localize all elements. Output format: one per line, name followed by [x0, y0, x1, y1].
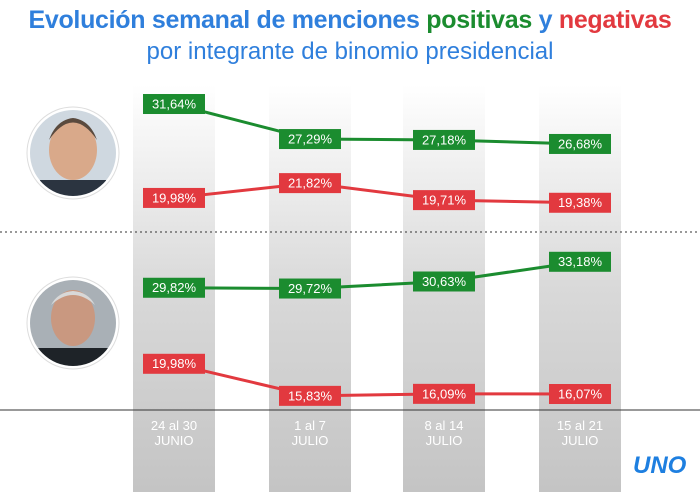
series-line [173, 102, 581, 146]
plot: 31,64% 27,29% 27,18% 26,68% 19,98% 21,82% 19,7… [143, 94, 611, 406]
title-part: y [531, 6, 559, 34]
series-line [173, 362, 581, 398]
value-box [279, 129, 341, 150]
value-box [279, 385, 341, 406]
x-tick-label: 24 al 30 JUNIO [150, 418, 198, 448]
value-box [143, 353, 205, 374]
value-label: 29,82% [152, 280, 197, 295]
value-label: 27,29% [288, 131, 333, 146]
value-label: 31,64% [152, 96, 197, 111]
photo [30, 110, 116, 196]
series-line [173, 181, 581, 205]
value-box [413, 383, 475, 404]
photo [30, 280, 116, 366]
value-label: 19,98% [152, 190, 197, 205]
value-label: 16,07% [558, 386, 603, 401]
value-box [143, 187, 205, 208]
title-part: negativas [558, 6, 672, 34]
value-box [413, 190, 475, 211]
x-tick-label: 15 al 21 JULIO [556, 418, 604, 448]
value-label: 33,18% [558, 254, 603, 269]
value-box [549, 192, 611, 213]
title-part: Evolución semanal de menciones [28, 6, 427, 34]
logo: UNO [633, 452, 687, 479]
value-box [143, 277, 205, 298]
subtitle: por integrante de binomio presidencial [146, 38, 554, 65]
value-label: 16,09% [422, 386, 467, 401]
value-box [279, 278, 341, 299]
value-box [413, 271, 475, 292]
value-label: 29,72% [288, 281, 333, 296]
value-box [143, 94, 205, 115]
value-box [549, 384, 611, 405]
value-box [279, 173, 341, 194]
x-tick-label: 8 al 14 JULIO [424, 418, 464, 448]
value-label: 15,83% [288, 388, 333, 403]
value-label: 19,71% [422, 193, 467, 208]
series-line [173, 260, 581, 291]
value-label: 26,68% [558, 136, 603, 151]
title: Evolución semanal de menciones positivas… [0, 6, 700, 35]
value-label: 27,18% [422, 132, 467, 147]
value-label: 21,82% [288, 176, 333, 191]
value-box [549, 251, 611, 272]
title-part: positivas [426, 6, 532, 34]
value-label: 30,63% [422, 274, 467, 289]
value-label: 19,38% [558, 195, 603, 210]
value-label: 19,98% [152, 356, 197, 371]
value-box [413, 129, 475, 150]
x-tick-label: 1 al 7 JULIO [291, 418, 329, 448]
value-box [549, 133, 611, 154]
